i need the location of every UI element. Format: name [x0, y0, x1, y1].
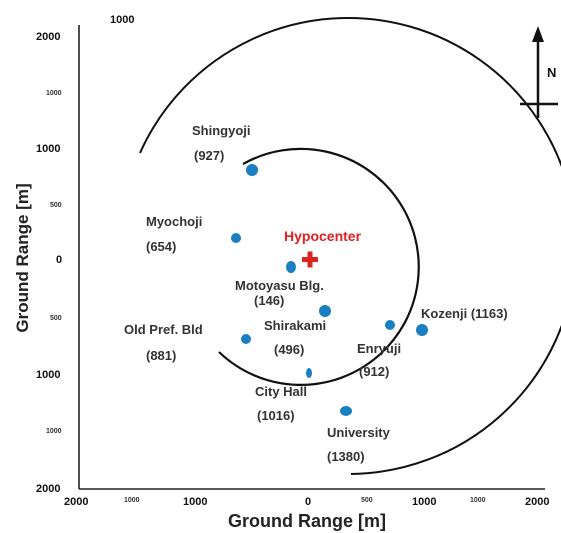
site-distance-shingyoji: (927) — [194, 148, 224, 163]
y-tick-label: 0 — [56, 254, 62, 266]
north-label: N — [547, 65, 556, 80]
x-tick-label: 2000 — [64, 496, 88, 508]
x-axis-label: Ground Range [m] — [228, 511, 386, 531]
site-name-shingyoji: Shingyoji — [192, 123, 251, 138]
site-markers — [231, 164, 428, 416]
x-tick-label: 2000 — [525, 496, 549, 508]
site-marker-myochoji — [231, 233, 241, 243]
outer-ring — [139, 17, 561, 475]
site-distance-university: (1380) — [327, 449, 365, 464]
hypocenter: Hypocenter — [284, 228, 362, 268]
site-marker-city-hall — [306, 368, 312, 378]
y-tick-label: 2000 — [36, 31, 60, 43]
site-distance-motoyasu: (146) — [254, 293, 284, 308]
site-name-enryuji: Enryuji — [357, 341, 401, 356]
site-marker-university — [340, 406, 352, 416]
y-axis-label: Ground Range [m] — [13, 183, 32, 332]
site-name-university: University — [327, 425, 391, 440]
x-tick-label: 1000 — [470, 497, 486, 504]
site-name-kozenji: Kozenji (1163) — [421, 306, 508, 321]
x-tick-label: 0 — [305, 496, 311, 508]
x-tick-label: 1000 — [412, 496, 436, 508]
site-marker-shirakami — [319, 305, 331, 317]
y-tick-label: 1000 — [36, 143, 60, 155]
site-distance-myochoji: (654) — [146, 239, 176, 254]
y-tick-label: 1000 — [46, 90, 62, 97]
y-tick-label: 2000 — [36, 483, 60, 495]
hypocenter-label: Hypocenter — [284, 228, 362, 244]
north-arrow-head — [532, 26, 544, 42]
site-name-motoyasu: Motoyasu Blg. — [235, 278, 324, 293]
site-marker-kozenji — [416, 324, 428, 336]
y-tick-label: 500 — [50, 315, 62, 322]
x-tick-label: 1000 — [124, 497, 140, 504]
x-tick-label: 1000 — [183, 496, 207, 508]
y-tick-label: 1000 — [36, 369, 60, 381]
y-tick-label: 1000 — [46, 428, 62, 435]
hypocenter-marker — [307, 251, 313, 268]
north-arrow: N — [520, 26, 558, 118]
site-name-city-hall: City Hall — [255, 384, 307, 399]
top-tick-label: 1000 — [110, 14, 134, 26]
site-name-shirakami: Shirakami — [264, 318, 326, 333]
y-tick-label: 500 — [50, 202, 62, 209]
site-marker-shingyoji — [246, 164, 258, 176]
site-distance-city-hall: (1016) — [257, 408, 295, 423]
site-distance-enryuji: (912) — [359, 364, 389, 379]
site-marker-old-pref — [241, 334, 251, 344]
x-tick-label: 500 — [361, 497, 373, 504]
site-distance-old-pref: (881) — [146, 348, 176, 363]
site-marker-motoyasu — [286, 261, 296, 273]
inner-ring — [218, 147, 420, 387]
site-name-myochoji: Myochoji — [146, 214, 202, 229]
site-distance-shirakami: (496) — [274, 342, 304, 357]
site-name-old-pref: Old Pref. Bld — [124, 322, 203, 337]
site-marker-enryuji — [385, 320, 395, 330]
